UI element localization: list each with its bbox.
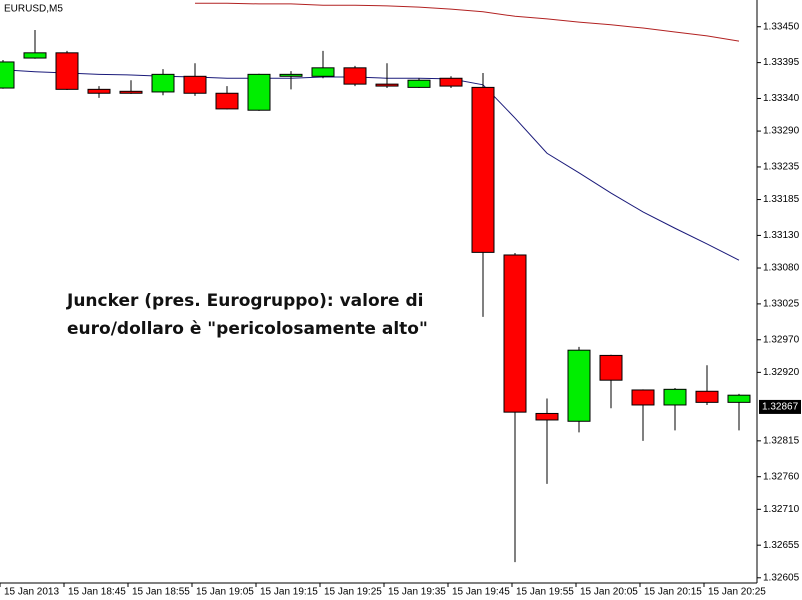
x-tick-label: 15 Jan 18:45 (68, 587, 126, 598)
x-tick-label: 15 Jan 18:55 (132, 587, 190, 598)
y-tick-label: 1.32655 (763, 540, 800, 551)
price-box (759, 399, 801, 414)
candle-body (535, 412, 559, 421)
candle-body (663, 388, 687, 406)
candle-body (631, 389, 655, 406)
x-tick-label: 15 Jan 20:25 (708, 587, 766, 598)
x-tick-label: 15 Jan 20:05 (580, 587, 638, 598)
x-tick-label: 15 Jan 19:05 (196, 587, 254, 598)
y-tick-label: 1.33340 (763, 93, 800, 104)
annotation: euro/dollaro è "pericolosamente alto" (67, 319, 428, 339)
candle-body (151, 73, 175, 93)
candle-body (0, 61, 15, 89)
candle-body (279, 73, 303, 77)
ma-line (195, 2, 740, 42)
candle-body (247, 73, 271, 111)
y-tick-label: 1.33025 (763, 299, 800, 310)
candle-body (503, 254, 527, 413)
candle-body (567, 349, 591, 422)
y-tick-label: 1.32760 (763, 471, 800, 482)
y-tick-label: 1.32970 (763, 334, 800, 345)
y-tick-label: 1.33235 (763, 162, 800, 173)
x-tick-label: 15 Jan 19:25 (324, 587, 382, 598)
y-tick-label: 1.33395 (763, 57, 800, 68)
candle-body (375, 83, 399, 87)
candle-body (215, 92, 239, 110)
ma-line (2, 69, 740, 261)
x-tick-label: 15 Jan 19:15 (260, 587, 318, 598)
candle-body (471, 86, 495, 253)
x-tick-label: 15 Jan 19:45 (452, 587, 510, 598)
x-tick-label: 15 Jan 19:35 (388, 587, 446, 598)
y-tick-label: 1.33185 (763, 194, 800, 205)
candle-body (87, 88, 111, 94)
candle-body (119, 90, 143, 94)
x-tick-label: 15 Jan 2013 (4, 587, 59, 598)
candle-body (311, 67, 335, 77)
y-tick-label: 1.32815 (763, 435, 800, 446)
candle-body (55, 52, 79, 90)
candle-body (407, 79, 431, 88)
y-tick-label: 1.33290 (763, 126, 800, 137)
candle-body (727, 394, 751, 403)
x-tick-label: 15 Jan 19:55 (516, 587, 574, 598)
y-tick-label: 1.32605 (763, 572, 800, 583)
y-tick-label: 1.33130 (763, 230, 800, 241)
y-tick-label: 1.32710 (763, 504, 800, 515)
candle-body (695, 390, 719, 403)
candle-body (343, 67, 367, 85)
candle-body (23, 52, 47, 59)
y-tick-label: 1.33450 (763, 21, 800, 32)
y-tick-label: 1.33080 (763, 263, 800, 274)
chart-title: EURUSD,M5 (4, 4, 63, 15)
annotation: Juncker (pres. Eurogruppo): valore di (66, 291, 423, 311)
candle-body (183, 75, 207, 94)
candle-body (599, 354, 623, 381)
x-tick-label: 15 Jan 20:15 (644, 587, 702, 598)
candle-body (439, 77, 463, 87)
y-tick-label: 1.32920 (763, 367, 800, 378)
price-label: 1.32867 (762, 402, 799, 413)
